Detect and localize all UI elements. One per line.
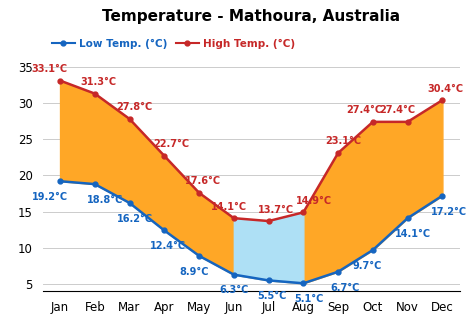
Low Temp. (°C) [162,228,167,232]
Text: 8.9°C: 8.9°C [179,267,209,277]
High Temp. (°C) [196,191,202,195]
Text: 30.4°C: 30.4°C [428,84,464,94]
Text: 27.4°C: 27.4°C [379,105,415,115]
Low Temp. (°C) [127,201,132,205]
Low Temp. (°C) [57,179,63,183]
Text: 17.6°C: 17.6°C [184,176,220,186]
Legend: Low Temp. (°C), High Temp. (°C): Low Temp. (°C), High Temp. (°C) [48,35,299,53]
Text: 27.4°C: 27.4°C [346,105,382,115]
Text: 33.1°C: 33.1°C [32,64,68,74]
High Temp. (°C) [266,219,272,223]
Text: 17.2°C: 17.2°C [431,207,467,216]
Low Temp. (°C) [231,273,237,277]
Text: 6.7°C: 6.7°C [330,283,360,293]
Title: Temperature - Mathoura, Australia: Temperature - Mathoura, Australia [102,9,400,24]
High Temp. (°C) [162,154,167,158]
Text: 31.3°C: 31.3°C [80,77,116,87]
Text: 12.4°C: 12.4°C [150,241,186,251]
Text: 23.1°C: 23.1°C [325,136,361,147]
Text: 16.2°C: 16.2°C [117,214,153,224]
Low Temp. (°C) [405,216,410,220]
High Temp. (°C) [335,151,341,155]
Text: 9.7°C: 9.7°C [353,261,383,271]
Text: 18.8°C: 18.8°C [87,195,123,205]
Low Temp. (°C) [370,248,376,252]
Text: 27.8°C: 27.8°C [117,102,153,113]
High Temp. (°C) [92,92,98,96]
High Temp. (°C) [231,216,237,220]
Text: 19.2°C: 19.2°C [32,192,68,202]
Line: Low Temp. (°C): Low Temp. (°C) [58,179,445,286]
Low Temp. (°C) [335,270,341,274]
Low Temp. (°C) [196,254,202,258]
High Temp. (°C) [127,117,132,121]
Low Temp. (°C) [266,278,272,282]
Text: 14.1°C: 14.1°C [395,229,431,239]
Line: High Temp. (°C): High Temp. (°C) [58,78,445,223]
Text: 13.7°C: 13.7°C [257,205,293,214]
High Temp. (°C) [370,120,376,124]
Text: 22.7°C: 22.7°C [153,139,189,149]
Text: 14.9°C: 14.9°C [296,196,332,206]
High Temp. (°C) [405,120,410,124]
Text: 6.3°C: 6.3°C [219,285,248,296]
Text: 14.1°C: 14.1°C [210,202,246,212]
Low Temp. (°C) [92,182,98,186]
Low Temp. (°C) [439,194,445,198]
High Temp. (°C) [57,78,63,82]
Text: 5.1°C: 5.1°C [294,294,323,304]
High Temp. (°C) [301,211,306,214]
Low Temp. (°C) [301,281,306,285]
Text: 5.5°C: 5.5°C [257,291,287,301]
High Temp. (°C) [439,98,445,102]
